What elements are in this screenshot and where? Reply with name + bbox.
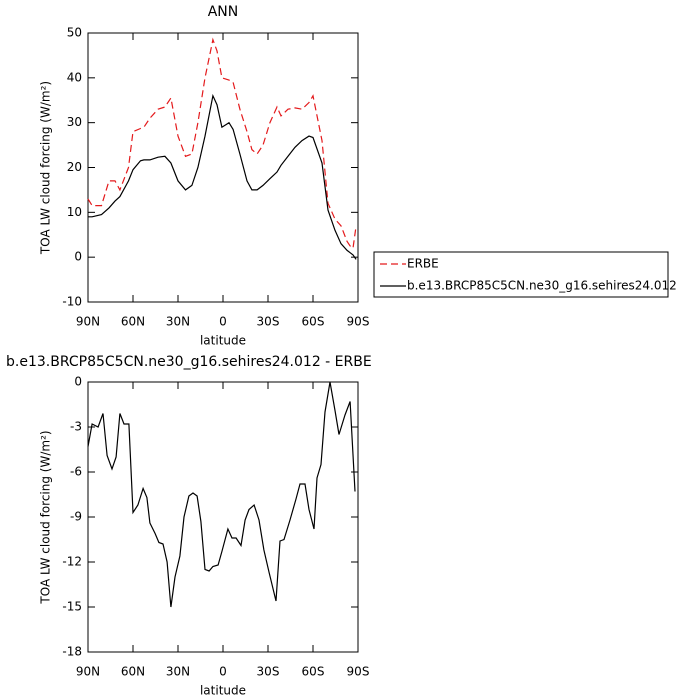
y-tick-label: -9 xyxy=(70,510,82,524)
x-tick-label: 30N xyxy=(166,315,190,329)
y-tick-label: -18 xyxy=(62,645,82,659)
chart-title: ANN xyxy=(208,4,239,20)
x-tick-label: 30S xyxy=(257,315,280,329)
plot-frame xyxy=(87,32,359,303)
x-tick-label: 30S xyxy=(257,665,280,679)
x-tick-label: 60S xyxy=(302,315,325,329)
y-tick-label: -15 xyxy=(62,600,82,614)
y-tick-label: 40 xyxy=(67,70,82,84)
plot-frame xyxy=(87,381,359,653)
y-tick-label: 0 xyxy=(74,250,82,264)
x-tick-label: 90N xyxy=(76,315,100,329)
x-tick-label: 90S xyxy=(347,665,370,679)
legend-label: b.e13.BRCP85C5CN.ne30_g16.sehires24.012 xyxy=(407,279,677,293)
x-tick-label: 0 xyxy=(219,665,227,679)
x-axis-label: latitude xyxy=(200,684,246,698)
y-axis-label: TOA LW cloud forcing (W/m²) xyxy=(39,81,53,255)
y-tick-label: -12 xyxy=(62,555,82,569)
series-line xyxy=(87,37,357,250)
y-tick-label: -6 xyxy=(70,465,82,479)
y-tick-label: -10 xyxy=(62,295,82,309)
legend-box xyxy=(373,251,669,298)
y-tick-label: 10 xyxy=(67,205,82,219)
y-tick-label: -3 xyxy=(70,420,82,434)
x-tick-label: 60N xyxy=(121,665,145,679)
chart-title: b.e13.BRCP85C5CN.ne30_g16.sehires24.012 … xyxy=(6,354,372,370)
y-tick-label: 20 xyxy=(67,160,82,174)
x-axis-label: latitude xyxy=(200,334,246,348)
y-tick-label: 50 xyxy=(67,26,82,40)
x-tick-label: 90N xyxy=(76,665,100,679)
x-tick-label: 0 xyxy=(219,315,227,329)
x-tick-label: 90S xyxy=(347,315,370,329)
y-tick-label: 0 xyxy=(74,375,82,389)
series-line xyxy=(88,93,357,260)
legend-label: ERBE xyxy=(407,257,439,271)
x-tick-label: 60N xyxy=(121,315,145,329)
series-line xyxy=(87,381,356,608)
y-tick-label: 30 xyxy=(67,115,82,129)
x-tick-label: 60S xyxy=(302,665,325,679)
y-axis-label: TOA LW cloud forcing (W/m²) xyxy=(39,430,53,604)
x-tick-label: 30N xyxy=(166,665,190,679)
